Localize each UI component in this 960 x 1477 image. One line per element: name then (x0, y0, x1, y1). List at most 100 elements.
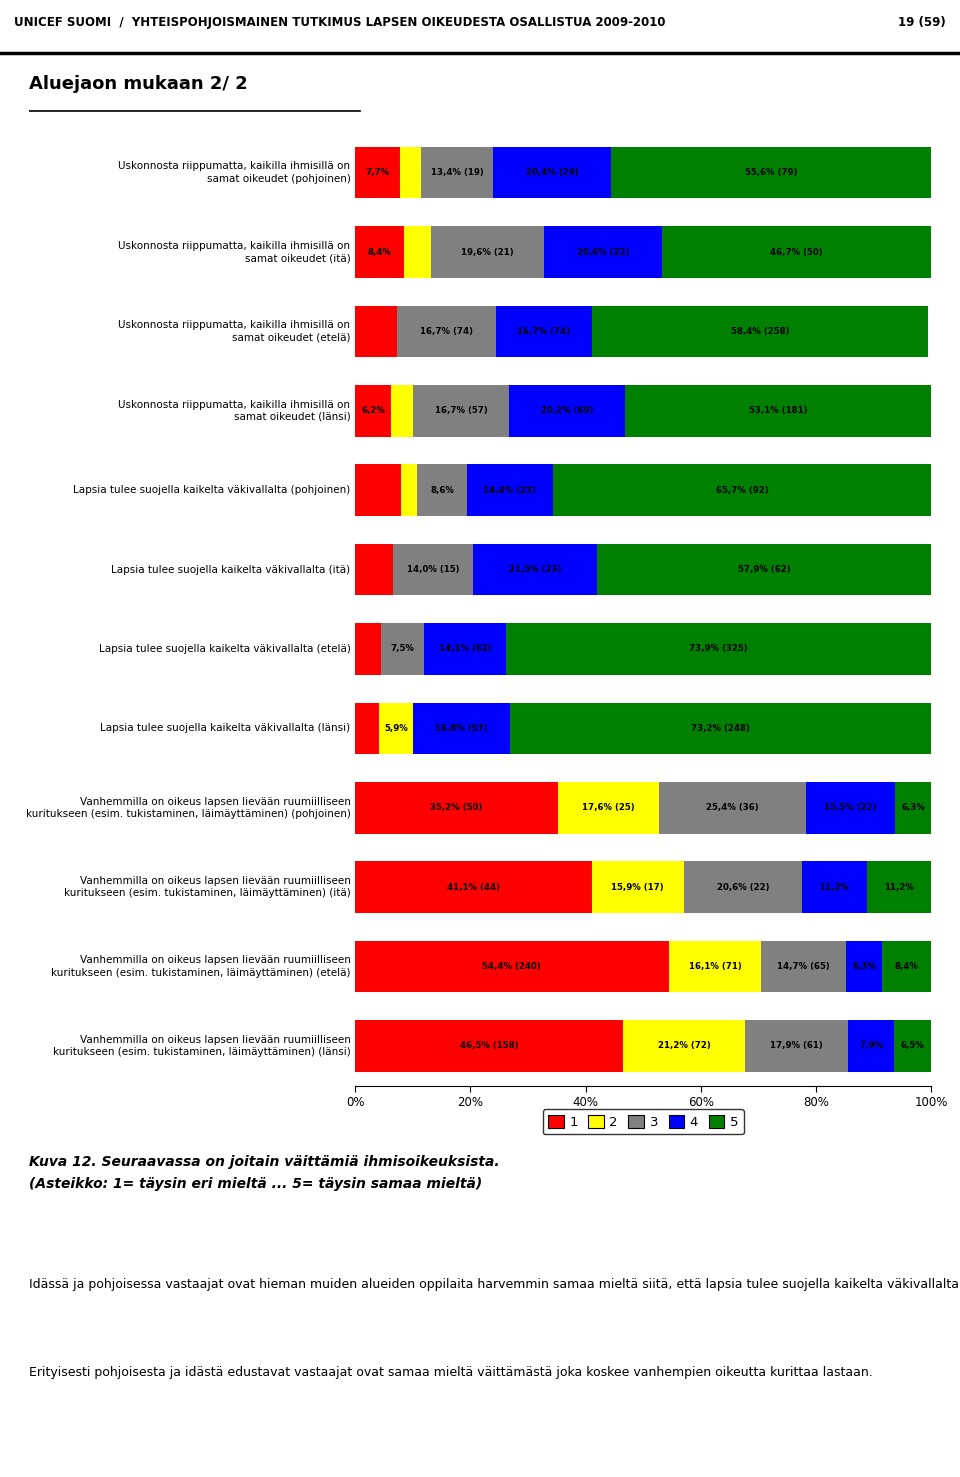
Bar (355, 306, 396, 357)
Text: 6,3%: 6,3% (901, 803, 925, 812)
Bar (431, 226, 543, 278)
Text: 13,4% (19): 13,4% (19) (431, 168, 484, 177)
Bar (355, 544, 393, 595)
Bar (660, 781, 805, 833)
Text: 16,7% (74): 16,7% (74) (517, 326, 570, 335)
Bar (623, 1021, 745, 1072)
Bar (418, 464, 467, 515)
Bar (493, 146, 611, 198)
Text: 58,4% (258): 58,4% (258) (731, 326, 789, 335)
Bar (558, 781, 660, 833)
Bar (849, 1021, 894, 1072)
Bar (509, 385, 625, 437)
Text: Lapsia tulee suojella kaikelta väkivallalta (etelä): Lapsia tulee suojella kaikelta väkivalla… (99, 644, 350, 654)
Bar (355, 703, 379, 755)
Text: Lapsia tulee suojella kaikelta väkivallalta (itä): Lapsia tulee suojella kaikelta väkivalla… (111, 564, 350, 575)
Text: Aluejaon mukaan 2/ 2: Aluejaon mukaan 2/ 2 (29, 75, 248, 93)
Bar (355, 226, 403, 278)
Bar (597, 544, 930, 595)
Text: 8,4%: 8,4% (895, 962, 919, 970)
Text: 19,6% (21): 19,6% (21) (461, 248, 514, 257)
Bar (396, 306, 495, 357)
Bar (379, 703, 413, 755)
Text: Erityisesti pohjoisesta ja idästä edustavat vastaajat ovat samaa mieltä väittämä: Erityisesti pohjoisesta ja idästä edusta… (29, 1366, 873, 1380)
Text: Uskonnosta riippumatta, kaikilla ihmisillä on
samat oikeudet (etelä): Uskonnosta riippumatta, kaikilla ihmisil… (118, 321, 350, 343)
Bar (393, 544, 473, 595)
Bar (413, 703, 510, 755)
Bar (745, 1021, 849, 1072)
Bar (355, 861, 592, 913)
Bar (882, 941, 930, 993)
Text: 11,2%: 11,2% (884, 883, 914, 892)
Text: 57,9% (62): 57,9% (62) (737, 566, 790, 575)
Text: Vanhemmilla on oikeus lapsen lievään ruumiilliseen
kuritukseen (esim. tukistamin: Vanhemmilla on oikeus lapsen lievään ruu… (26, 796, 350, 818)
Bar (761, 941, 846, 993)
Bar (391, 385, 413, 437)
Text: 8,4%: 8,4% (368, 248, 392, 257)
Text: 14,1% (62): 14,1% (62) (439, 644, 492, 653)
Bar (867, 861, 931, 913)
Bar (400, 464, 418, 515)
Text: 46,5% (158): 46,5% (158) (460, 1041, 518, 1050)
Text: 21,2% (72): 21,2% (72) (658, 1041, 710, 1050)
Text: 15,5% (22): 15,5% (22) (824, 803, 876, 812)
Text: 73,2% (248): 73,2% (248) (691, 724, 750, 733)
Text: 16,1% (71): 16,1% (71) (688, 962, 741, 970)
Bar (355, 146, 399, 198)
Text: 15,9% (17): 15,9% (17) (612, 883, 664, 892)
Text: 11,2%: 11,2% (820, 883, 850, 892)
Bar (662, 226, 931, 278)
Bar (625, 385, 931, 437)
Text: 6,5%: 6,5% (900, 1041, 924, 1050)
Text: 73,9% (325): 73,9% (325) (689, 644, 748, 653)
Text: 14,0% (15): 14,0% (15) (407, 566, 459, 575)
Bar (553, 464, 931, 515)
Bar (381, 623, 424, 675)
Text: 35,2% (50): 35,2% (50) (430, 803, 483, 812)
Text: 16,7% (74): 16,7% (74) (420, 326, 472, 335)
Text: 55,6% (79): 55,6% (79) (745, 168, 798, 177)
Text: 14,4% (23): 14,4% (23) (484, 486, 537, 495)
Text: 14,7% (65): 14,7% (65) (778, 962, 830, 970)
Bar (399, 146, 420, 198)
Bar (543, 226, 662, 278)
Text: Uskonnosta riippumatta, kaikilla ihmisillä on
samat oikeudet (länsi): Uskonnosta riippumatta, kaikilla ihmisil… (118, 400, 350, 422)
Bar (467, 464, 553, 515)
Bar (611, 146, 931, 198)
Text: 17,9% (61): 17,9% (61) (770, 1041, 823, 1050)
Bar (846, 941, 882, 993)
Text: Idässä ja pohjoisessa vastaajat ovat hieman muiden alueiden oppilaita harvemmin : Idässä ja pohjoisessa vastaajat ovat hie… (29, 1278, 960, 1291)
Text: 41,1% (44): 41,1% (44) (447, 883, 500, 892)
Bar (355, 623, 381, 675)
Text: 16,7% (57): 16,7% (57) (435, 406, 488, 415)
Text: Vanhemmilla on oikeus lapsen lievään ruumiilliseen
kuritukseen (esim. tukistamin: Vanhemmilla on oikeus lapsen lievään ruu… (51, 956, 350, 978)
Bar (506, 623, 931, 675)
Text: Kuva 12. Seuraavassa on joitain väittämiä ihmisoikeuksista.
(Asteikko: 1= täysin: Kuva 12. Seuraavassa on joitain väittämi… (29, 1155, 499, 1190)
Bar (355, 464, 400, 515)
Bar (803, 861, 867, 913)
Text: 53,1% (181): 53,1% (181) (749, 406, 807, 415)
Bar (355, 1021, 623, 1072)
Text: Vanhemmilla on oikeus lapsen lievään ruumiilliseen
kuritukseen (esim. tukistamin: Vanhemmilla on oikeus lapsen lievään ruu… (53, 1035, 350, 1058)
Text: Vanhemmilla on oikeus lapsen lievään ruumiilliseen
kuritukseen (esim. tukistamin: Vanhemmilla on oikeus lapsen lievään ruu… (63, 876, 350, 898)
Bar (895, 781, 931, 833)
Text: 7,7%: 7,7% (366, 168, 390, 177)
Text: 54,4% (240): 54,4% (240) (483, 962, 541, 970)
Text: 21,5% (23): 21,5% (23) (509, 566, 562, 575)
Text: 6,3%: 6,3% (852, 962, 876, 970)
Bar (805, 781, 895, 833)
Text: 8,6%: 8,6% (430, 486, 454, 495)
Text: 7,5%: 7,5% (391, 644, 415, 653)
Text: Lapsia tulee suojella kaikelta väkivallalta (pohjoinen): Lapsia tulee suojella kaikelta väkivalla… (73, 484, 350, 495)
Bar (592, 306, 928, 357)
Text: 20,6% (22): 20,6% (22) (577, 248, 629, 257)
Bar (510, 703, 931, 755)
Bar (495, 306, 592, 357)
Bar (420, 146, 493, 198)
Bar (355, 781, 558, 833)
Text: 46,7% (50): 46,7% (50) (770, 248, 823, 257)
Bar (668, 941, 761, 993)
Bar (403, 226, 431, 278)
Text: UNICEF SUOMI  /  YHTEISPOHJOISMAINEN TUTKIMUS LAPSEN OIKEUDESTA OSALLISTUA 2009-: UNICEF SUOMI / YHTEISPOHJOISMAINEN TUTKI… (14, 16, 666, 30)
Text: 17,6% (25): 17,6% (25) (583, 803, 635, 812)
